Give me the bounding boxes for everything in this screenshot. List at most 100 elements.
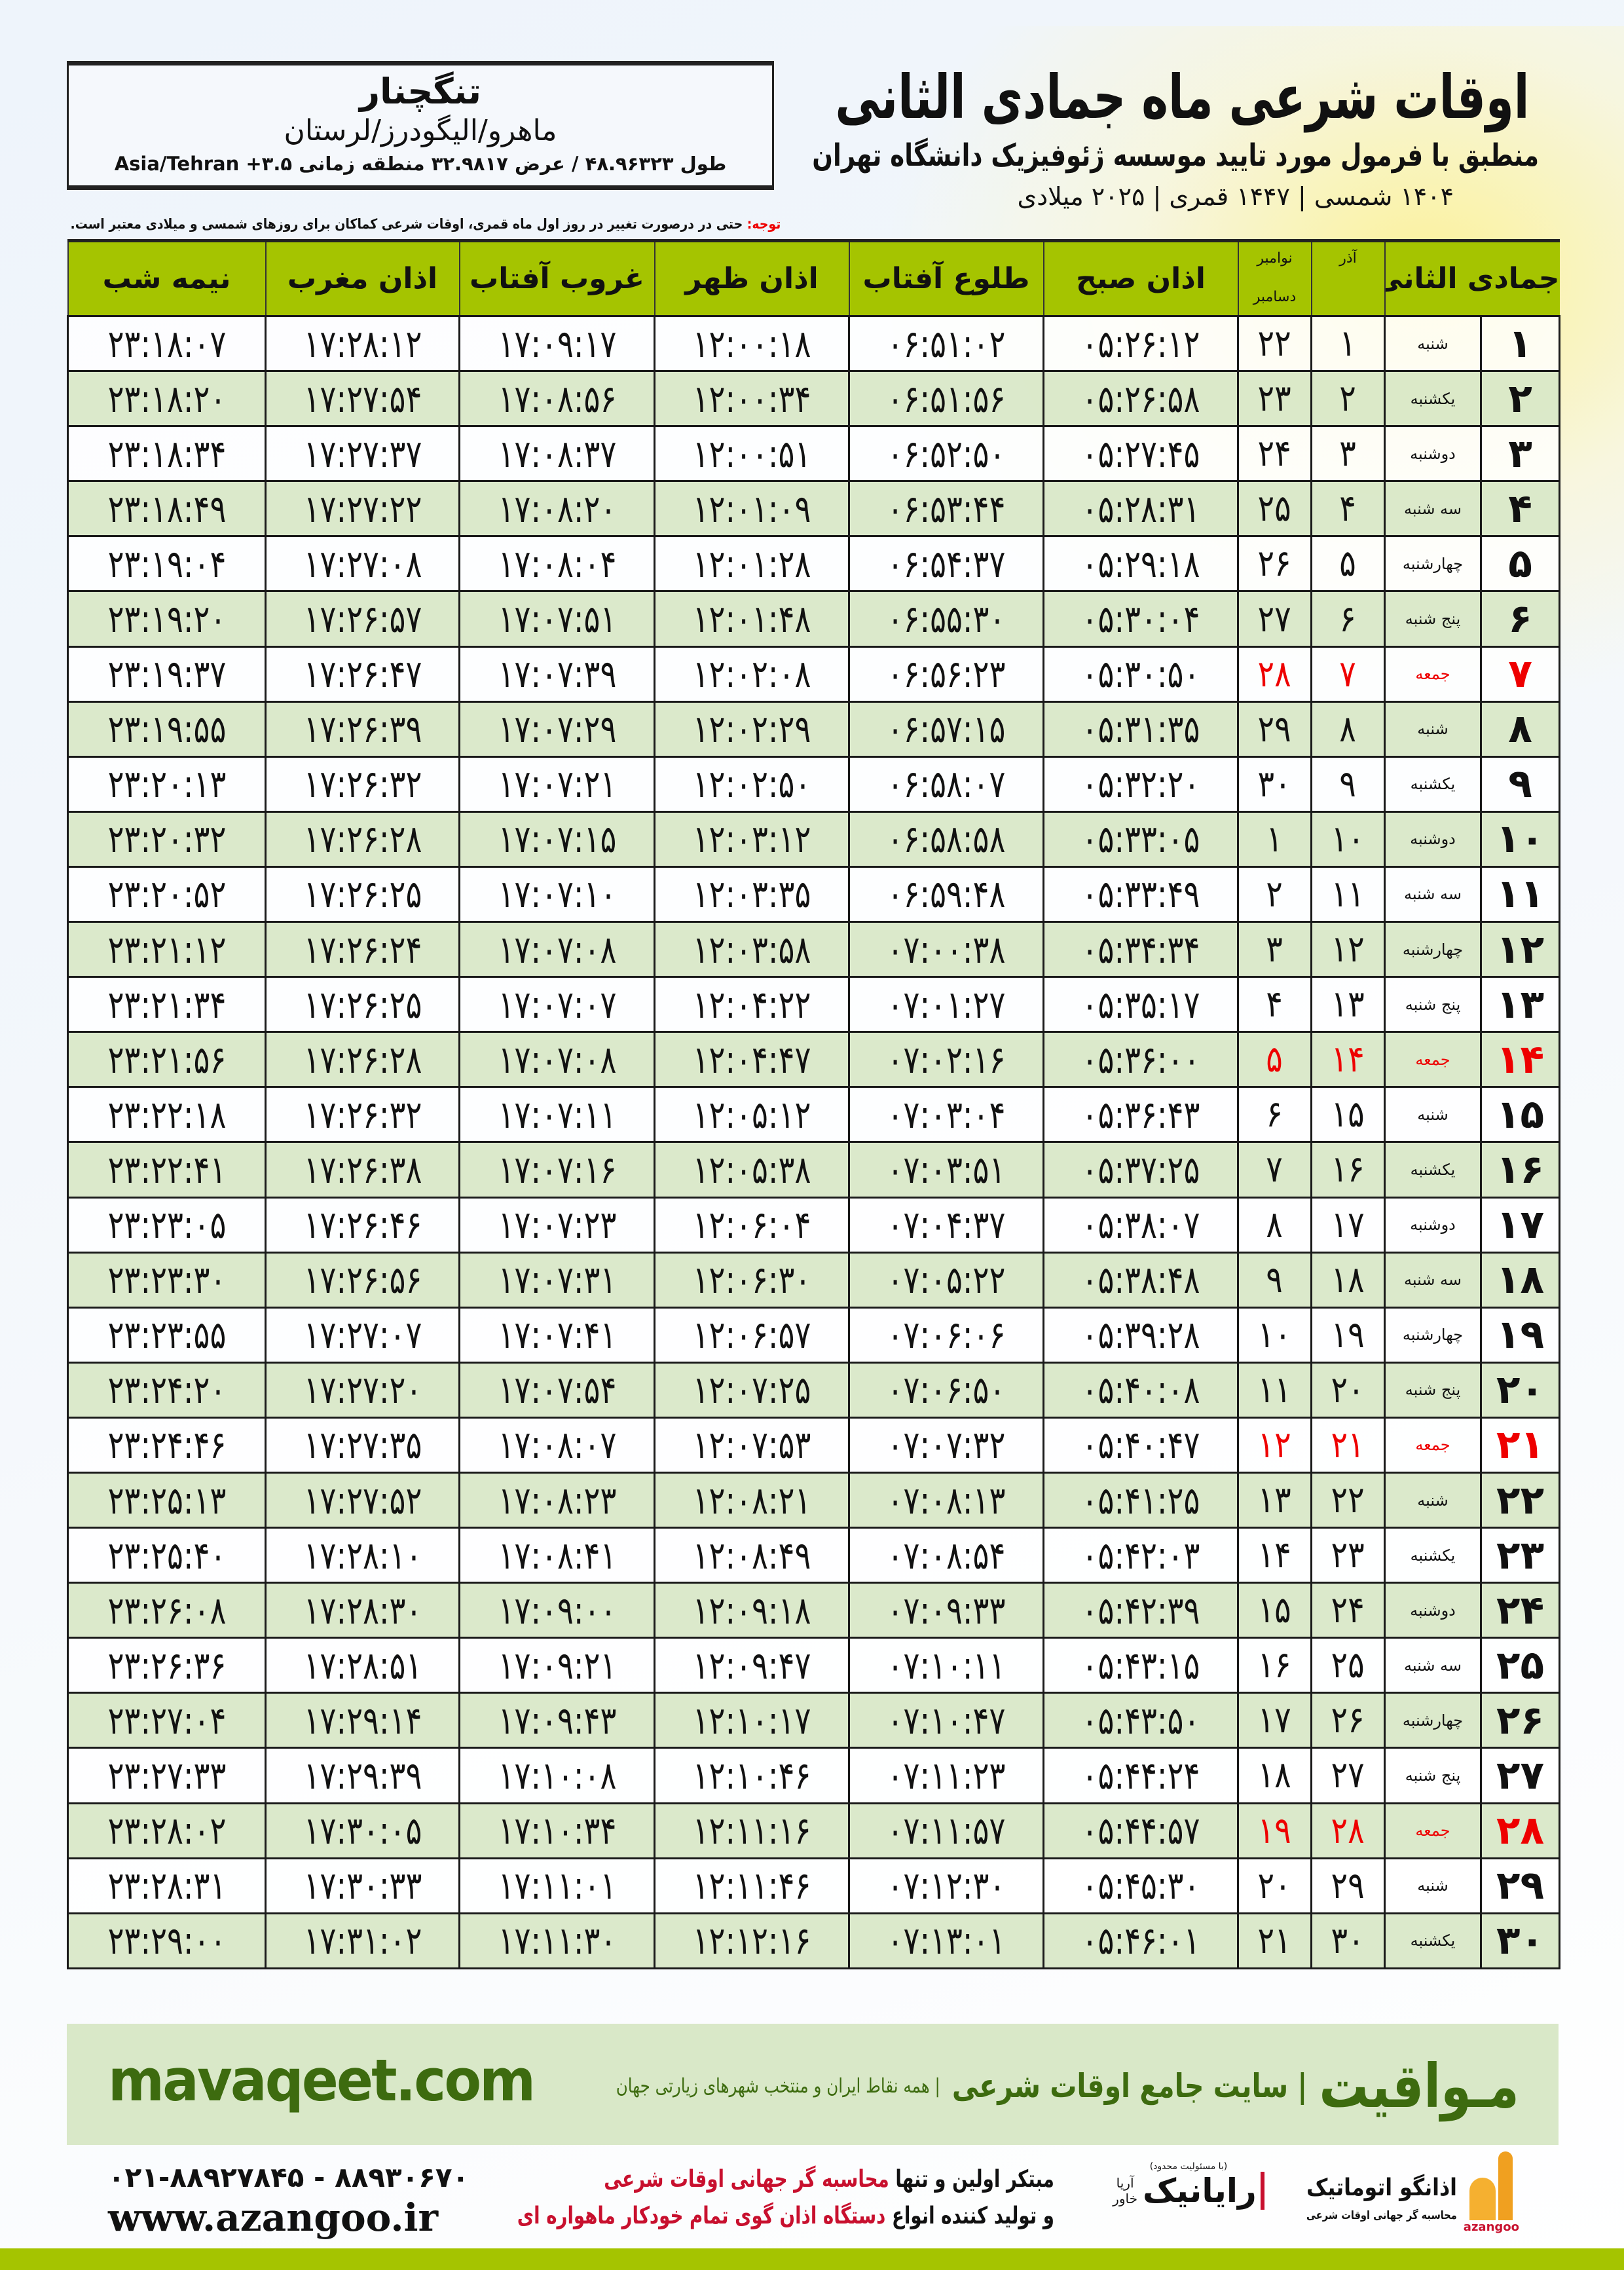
fajr-cell-text: ۰۵:۴۰:۰۸ [1081,1368,1201,1413]
dhuhr-cell: ۱۲:۰۰:۵۱ [654,425,850,483]
sunset-cell: ۱۷:۱۰:۰۸ [458,1747,655,1804]
sunset-cell-text: ۱۷:۰۹:۲۱ [498,1643,617,1688]
rayanik-logo: (با مسئولیت محدود) رایانیک آریا خاور [1113,2161,1264,2210]
sunrise-cell: ۰۶:۵۱:۵۶ [848,370,1044,428]
fajr-cell: ۰۵:۳۷:۲۵ [1043,1141,1239,1199]
col-header-dhuhr: اذان ظهر [654,239,849,316]
azar-day-cell-text: ۱ [1339,322,1357,365]
sunset-cell-text: ۱۷:۰۸:۲۳ [498,1478,617,1523]
col-header-gregorian: نوامبر دسامبر [1237,239,1312,316]
weekday-cell-text: جمعه [1415,1050,1450,1069]
table-row: ۵ چهارشنبه ۵ ۲۶ ۰۵:۲۹:۱۸ ۰۶:۵۴:۳۷ ۱۲:۰۱:۲۸ ۱۷:۰… [67,535,1561,593]
year-info: ۱۴۰۴ شمسی | ۱۴۴۷ قمری | ۲۰۲۵ میلادی [1017,182,1454,211]
sunrise-cell-text: ۰۷:۰۶:۵۰ [887,1368,1006,1413]
dhuhr-cell: ۱۲:۰۱:۴۸ [654,590,850,648]
note-label: توجه: [747,216,781,232]
midnight-cell-text: ۲۳:۲۶:۳۶ [107,1643,227,1688]
table-row: ۱۴ جمعه ۱۴ ۵ ۰۵:۳۶:۰۰ ۰۷:۰۲:۱۶ ۱۲:۰۴:۴۷ ۱۷:۰۷:۰… [67,1031,1561,1088]
sunset-cell-text: ۱۷:۰۷:۲۱ [498,762,617,807]
hijri-day-cell: ۲۵ [1480,1637,1561,1694]
maghrib-cell-text: ۱۷:۲۶:۵۷ [303,597,422,642]
weekday-cell: دوشنبه [1383,810,1483,868]
azangoo-link[interactable]: www.azangoo.ir [108,2195,439,2240]
mavaqeet-link[interactable]: mavaqeet.com [108,2047,536,2114]
sunrise-cell-text: ۰۷:۰۱:۲۷ [887,982,1006,1027]
fajr-cell: ۰۵:۴۶:۰۱ [1043,1912,1239,1969]
dhuhr-cell-text: ۱۲:۰۴:۴۷ [692,1037,812,1082]
dhuhr-cell-text: ۱۲:۰۷:۲۵ [692,1368,812,1413]
hijri-day-cell: ۲۸ [1480,1802,1561,1859]
maghrib-cell-text: ۱۷:۲۶:۳۸ [303,1147,422,1192]
azar-day-cell: ۳۰ [1310,1912,1386,1969]
sunset-cell: ۱۷:۰۷:۵۴ [458,1361,655,1419]
gregorian-day-cell: ۲ [1237,865,1312,923]
azar-day-cell: ۱۳ [1310,976,1386,1033]
gregorian-day-cell: ۹ [1237,1251,1312,1309]
hijri-day-cell-text: ۱۴ [1496,1036,1545,1083]
sunrise-cell: ۰۶:۵۲:۵۰ [848,425,1044,483]
weekday-cell-text: جمعه [1415,1821,1450,1840]
dhuhr-cell-text: ۱۲:۱۱:۱۶ [692,1808,812,1853]
dhuhr-cell: ۱۲:۰۳:۳۵ [654,865,850,923]
hijri-day-cell-text: ۱۰ [1496,816,1545,863]
hijri-day-cell-text: ۱۶ [1496,1146,1545,1193]
sunset-cell: ۱۷:۰۷:۳۹ [458,645,655,703]
azar-day-cell-text: ۱۲ [1331,928,1365,971]
sunrise-cell: ۰۷:۱۳:۰۱ [848,1912,1044,1969]
midnight-cell-text: ۲۳:۱۸:۲۰ [107,376,227,421]
fajr-cell: ۰۵:۳۰:۵۰ [1043,645,1239,703]
midnight-cell-text: ۲۳:۲۵:۴۰ [107,1533,227,1578]
sunset-cell: ۱۷:۰۸:۵۶ [458,370,655,428]
gregorian-day-cell-text: ۱۲ [1257,1423,1292,1466]
maghrib-cell-text: ۱۷:۳۰:۰۵ [303,1808,422,1853]
dhuhr-cell: ۱۲:۰۴:۴۷ [654,1031,850,1088]
weekday-cell: دوشنبه [1383,425,1483,483]
table-row: ۷ جمعه ۷ ۲۸ ۰۵:۳۰:۵۰ ۰۶:۵۶:۲۳ ۱۲:۰۲:۰۸ ۱۷:۰۷:۳۹… [67,645,1561,703]
mavaqeet-tagline: | سایت جامع اوقات شرعی [952,2067,1308,2105]
col-header-hijri: جمادی الثانی [1384,239,1560,316]
gregorian-day-cell: ۲۴ [1237,425,1312,483]
midnight-cell: ۲۳:۲۲:۴۱ [67,1141,267,1199]
hijri-day-cell-text: ۱۳ [1496,981,1545,1028]
weekday-cell-text: جمعه [1415,1436,1450,1455]
gregorian-day-cell-text: ۸ [1266,1203,1283,1246]
weekday-cell-text: یکشنبه [1410,1160,1456,1179]
note: توجه: حتی در درصورت تغییر در روز اول ماه… [70,216,781,232]
weekday-cell-text: یکشنبه [1410,389,1456,408]
hijri-day-cell-text: ۵ [1508,540,1532,587]
sunrise-cell: ۰۷:۰۹:۳۳ [848,1582,1044,1639]
dhuhr-cell: ۱۲:۰۳:۵۸ [654,921,850,978]
weekday-cell: پنج شنبه [1383,1747,1483,1804]
azar-day-cell: ۱۵ [1310,1086,1386,1144]
sunrise-cell-text: ۰۷:۰۶:۰۶ [887,1312,1006,1358]
azar-day-cell: ۱۹ [1310,1306,1386,1364]
gregorian-day-cell: ۱۳ [1237,1471,1312,1529]
fajr-cell: ۰۵:۳۳:۰۵ [1043,810,1239,868]
table-row: ۲۴ دوشنبه ۲۴ ۱۵ ۰۵:۴۲:۳۹ ۰۷:۰۹:۳۳ ۱۲:۰۹:۱۸ ۱۷:۰… [67,1582,1561,1639]
weekday-cell-text: یکشنبه [1410,775,1456,794]
midnight-cell: ۲۳:۲۴:۲۰ [67,1361,267,1419]
maghrib-cell-text: ۱۷:۲۶:۳۹ [303,707,422,752]
dhuhr-cell-text: ۱۲:۰۰:۳۴ [692,376,812,421]
midnight-cell-text: ۲۳:۱۸:۳۴ [107,431,227,476]
dhuhr-cell: ۱۲:۰۲:۰۸ [654,645,850,703]
fajr-cell-text: ۰۵:۳۷:۲۵ [1081,1147,1201,1192]
midnight-cell: ۲۳:۱۸:۴۹ [67,480,267,538]
hijri-day-cell-text: ۱۷ [1496,1202,1545,1248]
maghrib-cell-text: ۱۷:۲۷:۲۰ [303,1368,422,1413]
sunset-cell: ۱۷:۰۷:۰۸ [458,921,655,978]
sunset-cell-text: ۱۷:۰۸:۰۷ [498,1423,617,1468]
table-row: ۹ یکشنبه ۹ ۳۰ ۰۵:۳۲:۲۰ ۰۶:۵۸:۰۷ ۱۲:۰۲:۵۰ ۱۷:۰۷:… [67,755,1561,813]
desc-line2: و تولید کننده انواع [885,2203,1054,2229]
sunset-cell: ۱۷:۰۷:۳۱ [458,1251,655,1309]
fajr-cell: ۰۵:۲۶:۱۲ [1043,314,1239,373]
maghrib-cell: ۱۷:۲۷:۰۸ [265,535,460,593]
weekday-cell-text: دوشنبه [1410,830,1456,849]
midnight-cell: ۲۳:۲۶:۰۸ [67,1582,267,1639]
fajr-cell: ۰۵:۳۱:۳۵ [1043,700,1239,758]
sunrise-cell-text: ۰۶:۵۵:۳۰ [887,597,1006,642]
midnight-cell: ۲۳:۲۸:۳۱ [67,1857,267,1914]
weekday-cell-text: چهارشنبه [1402,1326,1464,1345]
azar-day-cell: ۶ [1310,590,1386,648]
weekday-cell: شنبه [1383,1086,1483,1144]
